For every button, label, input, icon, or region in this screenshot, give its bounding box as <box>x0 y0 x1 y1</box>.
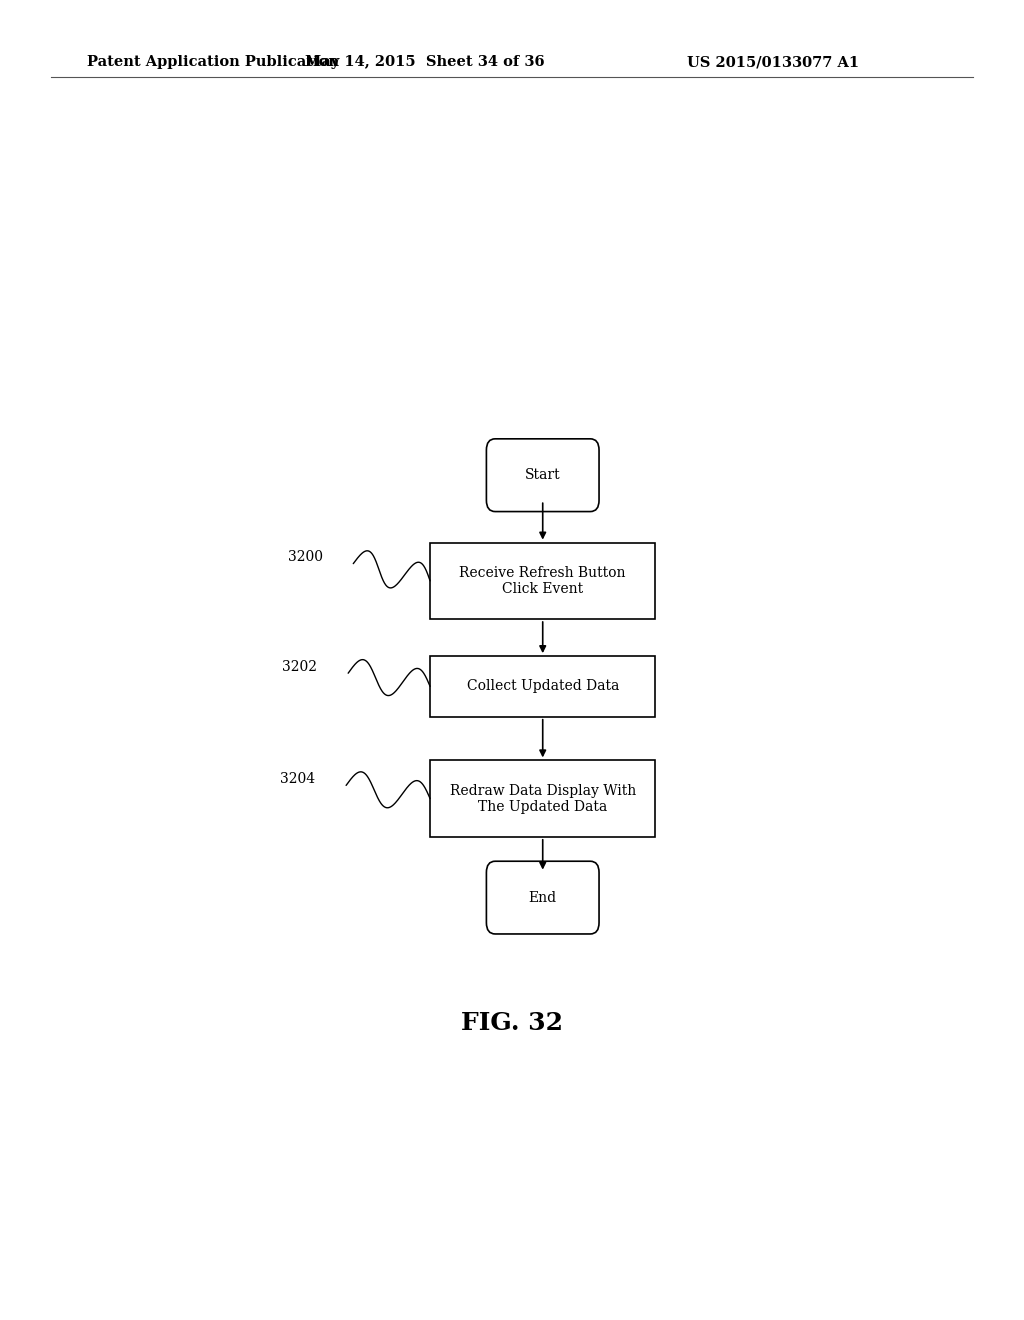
Bar <box>430 656 655 717</box>
Bar <box>430 543 655 619</box>
Bar <box>430 760 655 837</box>
Text: End: End <box>528 891 557 904</box>
FancyBboxPatch shape <box>486 438 599 512</box>
Text: US 2015/0133077 A1: US 2015/0133077 A1 <box>687 55 859 69</box>
Text: 3204: 3204 <box>281 772 315 785</box>
Text: 3202: 3202 <box>283 660 317 673</box>
Text: Collect Updated Data: Collect Updated Data <box>467 680 618 693</box>
FancyBboxPatch shape <box>486 861 599 935</box>
Text: FIG. 32: FIG. 32 <box>461 1011 563 1035</box>
Text: Receive Refresh Button
Click Event: Receive Refresh Button Click Event <box>460 566 626 595</box>
Text: Redraw Data Display With
The Updated Data: Redraw Data Display With The Updated Dat… <box>450 784 636 813</box>
Text: 3200: 3200 <box>288 550 323 564</box>
Text: Start: Start <box>525 469 560 482</box>
Text: Patent Application Publication: Patent Application Publication <box>87 55 339 69</box>
Text: May 14, 2015  Sheet 34 of 36: May 14, 2015 Sheet 34 of 36 <box>305 55 545 69</box>
